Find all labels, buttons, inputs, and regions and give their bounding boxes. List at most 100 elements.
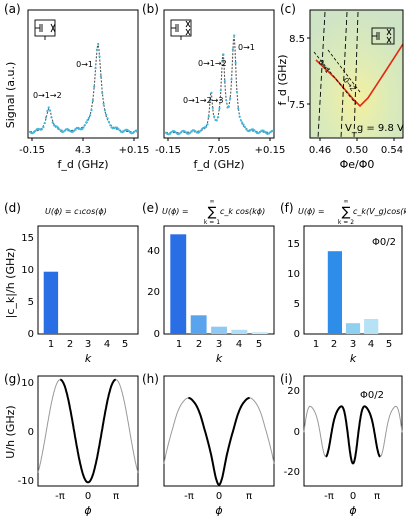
potential-h-main bbox=[188, 396, 250, 486]
panel-g-xtick-1: 0 bbox=[85, 491, 91, 502]
specA-point bbox=[47, 106, 50, 109]
specA-point bbox=[46, 110, 49, 113]
panel-e-sum-top: ∞ bbox=[210, 198, 215, 205]
bar-f-k2 bbox=[327, 251, 342, 334]
panel-f-ytick-0: 0 bbox=[294, 329, 300, 340]
specA-fit bbox=[29, 43, 137, 133]
specA-point bbox=[95, 48, 98, 51]
panel-a-ylabel: Signal (a.u.) bbox=[4, 62, 17, 129]
panel-a-xtick-0: -0.15 bbox=[19, 145, 45, 156]
panel-e-xtick-1: 2 bbox=[196, 339, 202, 350]
panel-h-xlabel: ϕ bbox=[215, 504, 222, 517]
specB-point bbox=[213, 115, 216, 118]
panel-c-xtick-1: 0.50 bbox=[346, 145, 368, 156]
panel-d-ytick-2: 10 bbox=[21, 265, 34, 276]
panel-b-annotation-0123: 0→1→2→3 bbox=[183, 96, 223, 105]
panel-a-annotation-012: 0→1→2 bbox=[33, 91, 62, 100]
specB-fit bbox=[166, 36, 273, 134]
panel-e-xtick-4: 5 bbox=[256, 339, 262, 350]
panel-f-sum-sign: ∑ bbox=[342, 205, 351, 220]
specA-point bbox=[135, 129, 139, 132]
specB-point bbox=[168, 132, 172, 135]
panel-e-ytick-1: 20 bbox=[147, 287, 160, 298]
potential-g-left bbox=[37, 379, 61, 473]
panel-i-ytick-1: 0 bbox=[294, 427, 300, 438]
panel-e-xticks: 1 2 3 4 5 bbox=[176, 339, 262, 350]
specA-point bbox=[105, 113, 108, 116]
specB-point bbox=[225, 99, 228, 102]
panel-h-potential bbox=[163, 396, 275, 486]
specA-point bbox=[107, 120, 110, 124]
panel-f: (f) U(ϕ) = ∞ ∑ k = 2 c_k(V_g)cos(kϕ) Φ0/… bbox=[280, 198, 406, 365]
specB-point bbox=[253, 129, 256, 132]
specA-point bbox=[101, 91, 104, 94]
panel-a-xtick-1: 4.3 bbox=[75, 145, 91, 156]
specA-point bbox=[57, 126, 60, 129]
specA-point bbox=[117, 127, 120, 130]
bar-e-k3 bbox=[211, 326, 227, 334]
specA-point bbox=[43, 122, 46, 125]
panel-g-xtick-0: -π bbox=[55, 491, 65, 502]
panel-e: (e) U(ϕ) = ∞ ∑ k = 1 c_k cos(kϕ) 0 20 40… bbox=[142, 198, 275, 365]
panel-i-xlabel: ϕ bbox=[349, 504, 356, 517]
panel-a-xlabel: f_d (GHz) bbox=[57, 158, 108, 171]
panel-f-formula-lhs: U(ϕ) = bbox=[298, 207, 325, 216]
bar-f-k4 bbox=[364, 319, 379, 334]
panel-d-xtick-1: 2 bbox=[67, 339, 73, 350]
panel-a-xticks: -0.15 4.3 +0.15 bbox=[19, 138, 149, 156]
panel-e-yticks: 0 20 40 bbox=[147, 246, 160, 340]
panel-e-xtick-0: 1 bbox=[176, 339, 182, 350]
specB-point bbox=[233, 34, 236, 37]
panel-d-xlabel: k bbox=[85, 352, 92, 365]
panel-i-xtick-2: π bbox=[374, 491, 380, 502]
panel-c-ytick-1: 7.5 bbox=[289, 100, 305, 111]
panel-i-xtick-1: 0 bbox=[350, 491, 356, 502]
specA-point bbox=[106, 117, 109, 120]
panel-b-letter: (b) bbox=[142, 2, 159, 16]
bar-e-k5 bbox=[251, 331, 268, 334]
panel-h-xtick-1: 0 bbox=[216, 491, 222, 502]
specB-point bbox=[271, 129, 275, 132]
specA-point bbox=[94, 67, 97, 70]
specA-point bbox=[32, 131, 36, 134]
specA-point bbox=[85, 121, 88, 124]
panel-f-bars bbox=[327, 251, 379, 334]
potential-i-right bbox=[380, 405, 403, 458]
panel-g-xtick-2: π bbox=[113, 491, 119, 502]
specB-point bbox=[218, 107, 221, 110]
panel-f-xtick-1: 2 bbox=[331, 339, 337, 350]
panel-g-xlabel: ϕ bbox=[84, 504, 91, 517]
bar-e-k4 bbox=[231, 329, 248, 334]
panel-b-spectrum bbox=[164, 34, 275, 136]
specA-point bbox=[83, 124, 86, 127]
panel-i-potential bbox=[303, 405, 403, 465]
specA-point bbox=[103, 109, 106, 112]
panel-b: (b) 0→1 0→1→2 0→1→2→3 -0.15 7.05 +0.15 f… bbox=[142, 2, 285, 171]
specA-point bbox=[109, 124, 112, 127]
panel-c-xlabel: Φe/Φ0 bbox=[340, 158, 375, 171]
panel-h-xtick-0: -π bbox=[184, 491, 194, 502]
panel-g-potential bbox=[37, 378, 139, 484]
panel-i-letter: (i) bbox=[280, 372, 293, 386]
specB-point bbox=[199, 129, 202, 132]
panel-i-frame bbox=[303, 375, 403, 487]
specA-point bbox=[99, 75, 102, 78]
panel-e-ytick-0: 0 bbox=[154, 329, 160, 340]
specA-point bbox=[127, 130, 131, 133]
panel-c-xtick-0: 0.46 bbox=[309, 145, 331, 156]
specA-point bbox=[51, 121, 54, 124]
specB-point bbox=[239, 119, 242, 122]
specB-point bbox=[209, 98, 212, 101]
panel-f-yticks: 0 5 10 15 bbox=[287, 239, 300, 340]
specA-point bbox=[90, 109, 93, 112]
panel-d-bars bbox=[43, 271, 59, 334]
panel-b-xticks: -0.15 7.05 +0.15 bbox=[155, 138, 285, 156]
specB-point bbox=[210, 91, 213, 94]
bar-d-k1 bbox=[43, 271, 59, 334]
panel-g-ytick-2: -10 bbox=[18, 476, 34, 487]
specA-point bbox=[50, 116, 53, 119]
panel-f-xtick-2: 3 bbox=[350, 339, 356, 350]
specB-point bbox=[241, 121, 244, 124]
panel-c-letter: (c) bbox=[280, 2, 296, 16]
